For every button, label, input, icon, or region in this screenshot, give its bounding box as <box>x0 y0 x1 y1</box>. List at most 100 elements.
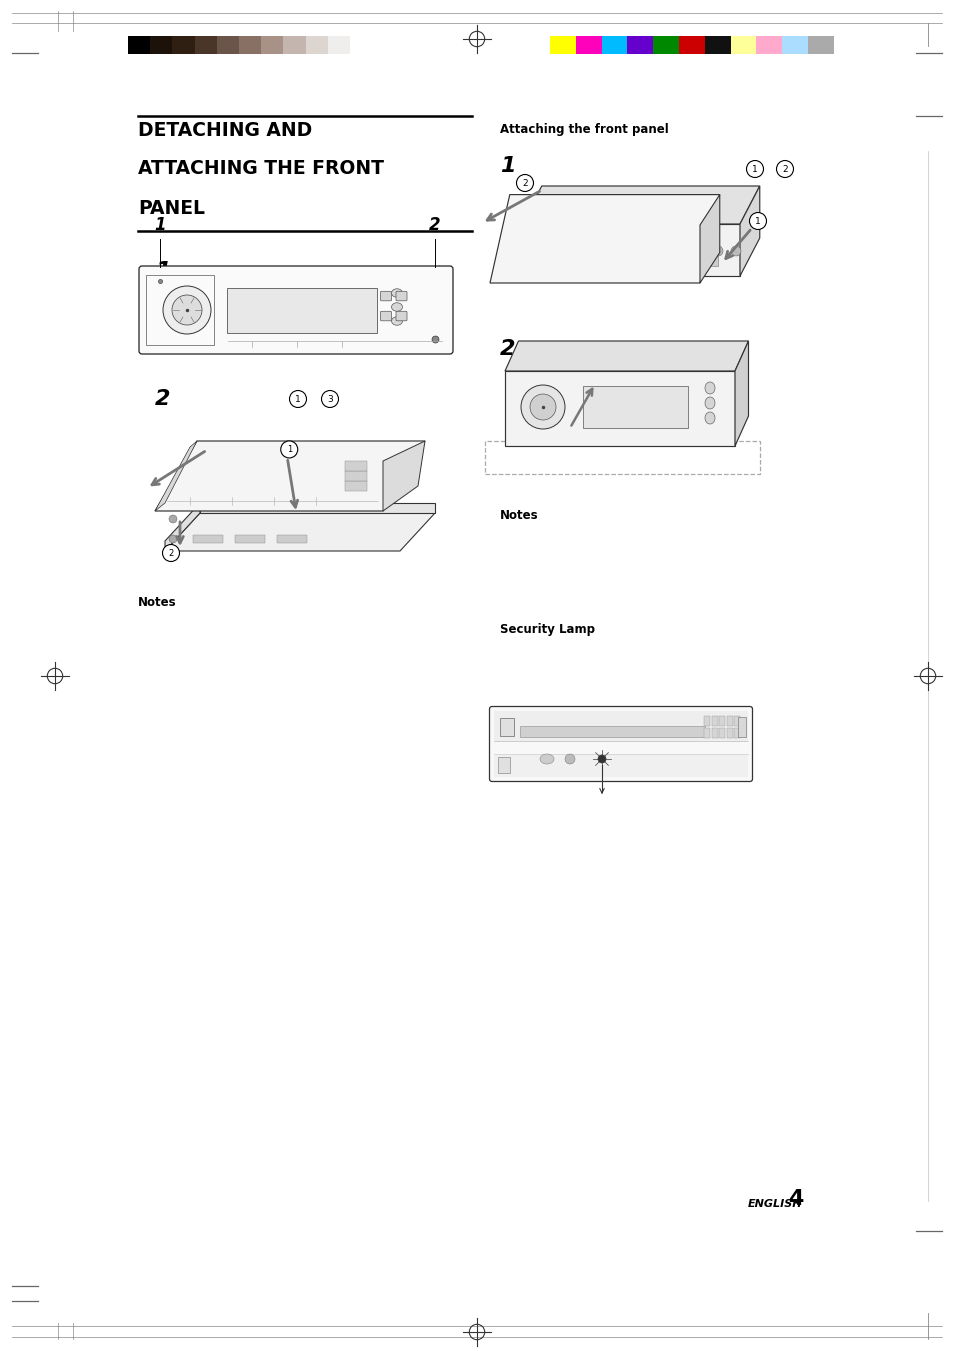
Polygon shape <box>521 224 740 276</box>
Ellipse shape <box>704 397 714 409</box>
Polygon shape <box>734 340 748 446</box>
Circle shape <box>520 385 564 430</box>
Bar <box>216 36 239 54</box>
Circle shape <box>598 755 605 763</box>
Bar <box>719 728 724 739</box>
Circle shape <box>289 390 306 408</box>
FancyBboxPatch shape <box>395 311 407 320</box>
Bar <box>239 36 261 54</box>
Polygon shape <box>165 503 200 551</box>
Bar <box>653 36 679 54</box>
Polygon shape <box>504 340 748 372</box>
Bar <box>128 36 150 54</box>
Polygon shape <box>382 440 424 511</box>
Ellipse shape <box>391 316 402 326</box>
Text: PANEL: PANEL <box>138 199 205 218</box>
Text: 2: 2 <box>168 549 173 558</box>
Bar <box>781 36 807 54</box>
Circle shape <box>712 246 722 255</box>
Ellipse shape <box>539 754 554 765</box>
Bar <box>582 386 687 428</box>
Polygon shape <box>200 503 435 513</box>
FancyBboxPatch shape <box>380 311 391 320</box>
Polygon shape <box>154 440 424 511</box>
Ellipse shape <box>704 412 714 424</box>
Bar <box>305 36 328 54</box>
Ellipse shape <box>391 303 402 311</box>
Bar <box>703 728 709 739</box>
FancyBboxPatch shape <box>380 292 391 301</box>
Text: 1: 1 <box>154 261 171 281</box>
Bar <box>234 535 265 543</box>
Text: 2: 2 <box>429 216 440 234</box>
Bar <box>711 716 717 725</box>
Bar <box>227 288 376 332</box>
Bar <box>733 716 740 725</box>
Circle shape <box>169 535 177 543</box>
Bar <box>576 36 601 54</box>
Bar <box>550 36 576 54</box>
Text: Attaching the front panel: Attaching the front panel <box>499 123 668 136</box>
Bar <box>283 36 305 54</box>
Bar <box>738 717 745 738</box>
Polygon shape <box>154 440 196 511</box>
Bar <box>261 36 283 54</box>
Bar <box>807 36 833 54</box>
Circle shape <box>516 174 533 192</box>
Bar <box>499 717 514 735</box>
Text: 4: 4 <box>787 1189 802 1209</box>
Bar <box>627 36 653 54</box>
Text: 1: 1 <box>755 216 760 226</box>
Polygon shape <box>165 513 435 551</box>
Bar <box>276 535 307 543</box>
Bar <box>172 36 194 54</box>
Circle shape <box>169 515 177 523</box>
Bar <box>733 728 740 739</box>
Bar <box>726 716 732 725</box>
FancyBboxPatch shape <box>139 266 453 354</box>
Circle shape <box>530 394 556 420</box>
Bar <box>345 481 367 490</box>
Circle shape <box>745 161 762 177</box>
Circle shape <box>730 246 740 255</box>
FancyBboxPatch shape <box>395 292 407 301</box>
Text: 1: 1 <box>499 155 515 176</box>
Text: 2: 2 <box>154 389 171 409</box>
Polygon shape <box>490 195 719 282</box>
Bar <box>150 36 172 54</box>
Bar <box>703 716 709 725</box>
Bar <box>494 755 747 777</box>
Circle shape <box>280 440 297 458</box>
Bar <box>541 236 718 266</box>
Bar <box>345 471 367 481</box>
Bar <box>494 711 747 740</box>
Bar <box>328 36 350 54</box>
Text: ENGLISH: ENGLISH <box>747 1198 801 1209</box>
Text: 2: 2 <box>521 178 527 188</box>
Bar <box>730 36 756 54</box>
Circle shape <box>776 161 793 177</box>
FancyBboxPatch shape <box>489 707 752 781</box>
Ellipse shape <box>704 382 714 394</box>
Circle shape <box>163 286 211 334</box>
Bar <box>601 36 627 54</box>
Bar <box>146 276 213 345</box>
Text: 2: 2 <box>499 339 515 359</box>
Polygon shape <box>521 186 759 224</box>
Bar <box>756 36 781 54</box>
Bar <box>719 716 724 725</box>
Polygon shape <box>740 186 759 276</box>
Circle shape <box>162 544 179 562</box>
Bar <box>711 728 717 739</box>
Polygon shape <box>700 195 719 282</box>
Text: 1: 1 <box>286 444 292 454</box>
Bar <box>704 36 730 54</box>
Text: 3: 3 <box>327 394 333 404</box>
Circle shape <box>564 754 575 765</box>
Polygon shape <box>504 372 734 446</box>
Bar <box>679 36 704 54</box>
Circle shape <box>321 390 338 408</box>
Bar <box>193 535 223 543</box>
Text: 1: 1 <box>294 394 300 404</box>
Text: Notes: Notes <box>499 509 538 521</box>
